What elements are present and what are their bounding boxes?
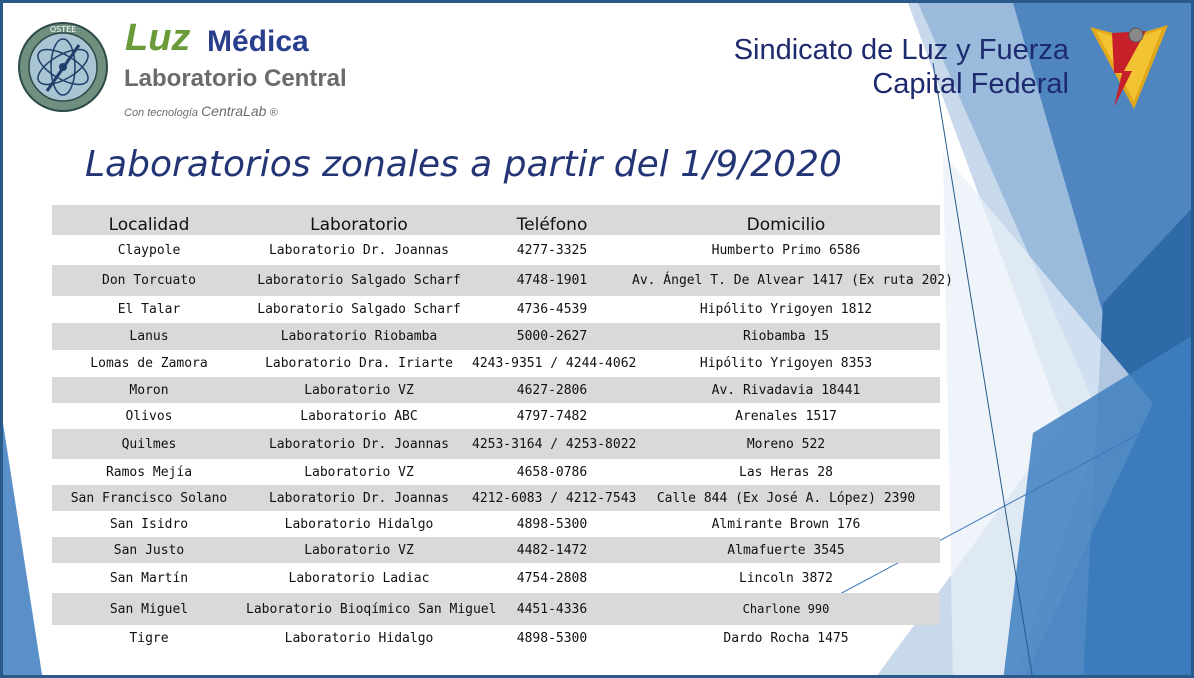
cell-telefono: 4736-4539	[516, 302, 588, 317]
cell-telefono: 4451-4336	[472, 593, 632, 625]
cell-domicilio: Av. Rivadavia 18441	[632, 377, 940, 403]
cell-localidad: San Justo	[52, 537, 246, 563]
cell-domicilio: Humberto Primo 6586	[711, 242, 861, 258]
cell-laboratorio: Laboratorio Salgado Scharf	[257, 302, 461, 317]
table-row: El Talar Laboratorio Salgado Scharf 4736-4…	[52, 296, 940, 323]
cell-telefono: 4212-6083 / 4212-7543	[472, 485, 636, 511]
cell-localidad: San Isidro	[109, 516, 189, 532]
brand-luz: Luz	[125, 17, 191, 59]
cell-telefono: 4748-1901	[472, 265, 632, 296]
cell-laboratorio: Laboratorio Hidalgo	[284, 630, 434, 646]
brand-laboratorio-central: Laboratorio Central	[124, 65, 347, 92]
cell-domicilio: Hipólito Yrigoyen 8353	[699, 356, 873, 371]
cell-domicilio: Moreno 522	[632, 429, 940, 459]
cell-laboratorio: Laboratorio Ladiac	[288, 570, 430, 586]
table-row: Quilmes Laboratorio Dr. Joannas 4253-3164 …	[52, 429, 940, 459]
cell-domicilio: Dardo Rocha 1475	[723, 630, 849, 646]
cell-laboratorio: Laboratorio Riobamba	[246, 323, 472, 350]
cell-localidad: Moron	[52, 377, 246, 403]
cell-localidad: El Talar	[117, 302, 181, 317]
table-row: Lomas de Zamora Laboratorio Dra. Iriarte 4…	[52, 350, 940, 377]
cell-laboratorio: Laboratorio ABC	[300, 408, 418, 424]
cell-domicilio: Calle 844 (Ex José A. López) 2390	[632, 485, 940, 511]
cell-laboratorio: Laboratorio Bioqímico San Miguel	[246, 593, 496, 625]
brand-tech-name: CentraLab	[201, 103, 267, 119]
cell-domicilio: Hipólito Yrigoyen 1812	[699, 302, 873, 317]
cell-localidad: San Martín	[109, 570, 189, 586]
table-row: San Isidro Laboratorio Hidalgo 4898-5300 Al…	[52, 511, 940, 537]
cell-domicilio: Almafuerte 3545	[632, 537, 940, 563]
cell-localidad: Lomas de Zamora	[90, 356, 208, 371]
cell-telefono: 4797-7482	[516, 408, 588, 424]
cell-localidad: San Francisco Solano	[52, 485, 246, 511]
cell-domicilio: Av. Ángel T. De Alvear 1417 (Ex ruta 202…	[632, 265, 953, 296]
cell-localidad: Claypole	[117, 242, 181, 258]
cell-localidad: San Miguel	[52, 593, 246, 625]
cell-telefono: 4277-3325	[516, 242, 588, 258]
union-line-2: Capital Federal	[872, 68, 1069, 100]
brand-tech-mark: ®	[269, 107, 278, 119]
cell-laboratorio: Laboratorio Salgado Scharf	[246, 265, 472, 296]
cell-laboratorio: Laboratorio Dr. Joannas	[246, 485, 472, 511]
cell-localidad: Lanus	[52, 323, 246, 350]
page-title: Laboratorios zonales a partir del 1/9/20…	[85, 144, 842, 185]
table-row: San Miguel Laboratorio Bioqímico San Migu…	[52, 593, 940, 625]
table-header-row: Localidad Laboratorio Teléfono Domicilio	[52, 205, 940, 235]
header-localidad: Localidad	[52, 205, 246, 235]
cell-localidad: Quilmes	[52, 429, 246, 459]
cell-laboratorio: Laboratorio Dr. Joannas	[246, 429, 472, 459]
laboratories-table: Localidad Laboratorio Teléfono Domicilio…	[52, 205, 953, 651]
cell-localidad: Tigre	[129, 630, 169, 646]
cell-localidad: Don Torcuato	[52, 265, 246, 296]
cell-domicilio: Las Heras 28	[739, 464, 833, 480]
cell-telefono: 5000-2627	[472, 323, 632, 350]
cell-telefono: 4243-9351 / 4244-4062	[472, 356, 637, 371]
table-row: San Francisco Solano Laboratorio Dr. Joan…	[52, 485, 940, 511]
cell-laboratorio: Laboratorio Dr. Joannas	[268, 242, 449, 258]
cell-telefono: 4627-2806	[472, 377, 632, 403]
cell-domicilio: Riobamba 15	[632, 323, 940, 350]
cell-laboratorio: Laboratorio VZ	[246, 377, 472, 403]
table-row: Tigre Laboratorio Hidalgo 4898-5300 Dardo R…	[52, 625, 940, 651]
cell-laboratorio: Laboratorio Dra. Iriarte	[265, 356, 453, 371]
table-row: Lanus Laboratorio Riobamba 5000-2627 Riobam…	[52, 323, 940, 350]
brand-medica: Médica	[207, 25, 309, 58]
table-row: Claypole Laboratorio Dr. Joannas 4277-3325…	[52, 235, 940, 265]
cell-laboratorio: Laboratorio Hidalgo	[284, 516, 434, 532]
brand-tech-tagline: Con tecnología CentraLab ®	[124, 104, 278, 119]
background-shapes	[3, 3, 1191, 675]
brand-tech-prefix: Con tecnología	[124, 107, 198, 119]
cell-telefono: 4658-0786	[516, 464, 588, 480]
cell-telefono: 4754-2808	[516, 570, 588, 586]
table-row: San Martín Laboratorio Ladiac 4754-2808 Lin…	[52, 563, 940, 593]
union-lightning-logo	[1090, 25, 1168, 109]
cell-domicilio: Charlone 990	[632, 593, 940, 625]
header-domicilio: Domicilio	[632, 205, 940, 235]
cell-telefono: 4898-5300	[516, 516, 588, 532]
table-row: San Justo Laboratorio VZ 4482-1472 Almafuer…	[52, 537, 940, 563]
cell-telefono: 4898-5300	[516, 630, 588, 646]
header-laboratorio: Laboratorio	[246, 205, 472, 235]
table-row: Moron Laboratorio VZ 4627-2806 Av. Rivadavi…	[52, 377, 940, 403]
cell-telefono: 4253-3164 / 4253-8022	[472, 429, 636, 459]
cell-localidad: Ramos Mejía	[105, 464, 193, 480]
header-telefono: Teléfono	[472, 205, 632, 235]
cell-domicilio: Lincoln 3872	[739, 570, 833, 586]
cell-laboratorio: Laboratorio VZ	[246, 537, 472, 563]
cell-telefono: 4482-1472	[472, 537, 632, 563]
cell-laboratorio: Laboratorio VZ	[304, 464, 414, 480]
cell-domicilio: Arenales 1517	[735, 408, 837, 424]
ostee-seal-logo: OSTEE	[18, 22, 108, 112]
table-row: Ramos Mejía Laboratorio VZ 4658-0786 Las He…	[52, 459, 940, 485]
cell-domicilio: Almirante Brown 176	[711, 516, 861, 532]
svg-text:OSTEE: OSTEE	[50, 25, 76, 34]
table-row: Olivos Laboratorio ABC 4797-7482 Arenales 1…	[52, 403, 940, 429]
union-name: Sindicato de Luz y Fuerza Capital Federa…	[734, 33, 1069, 101]
table-row: Don Torcuato Laboratorio Salgado Scharf 47…	[52, 265, 953, 296]
cell-localidad: Olivos	[125, 408, 173, 424]
union-line-1: Sindicato de Luz y Fuerza	[733, 34, 1069, 66]
